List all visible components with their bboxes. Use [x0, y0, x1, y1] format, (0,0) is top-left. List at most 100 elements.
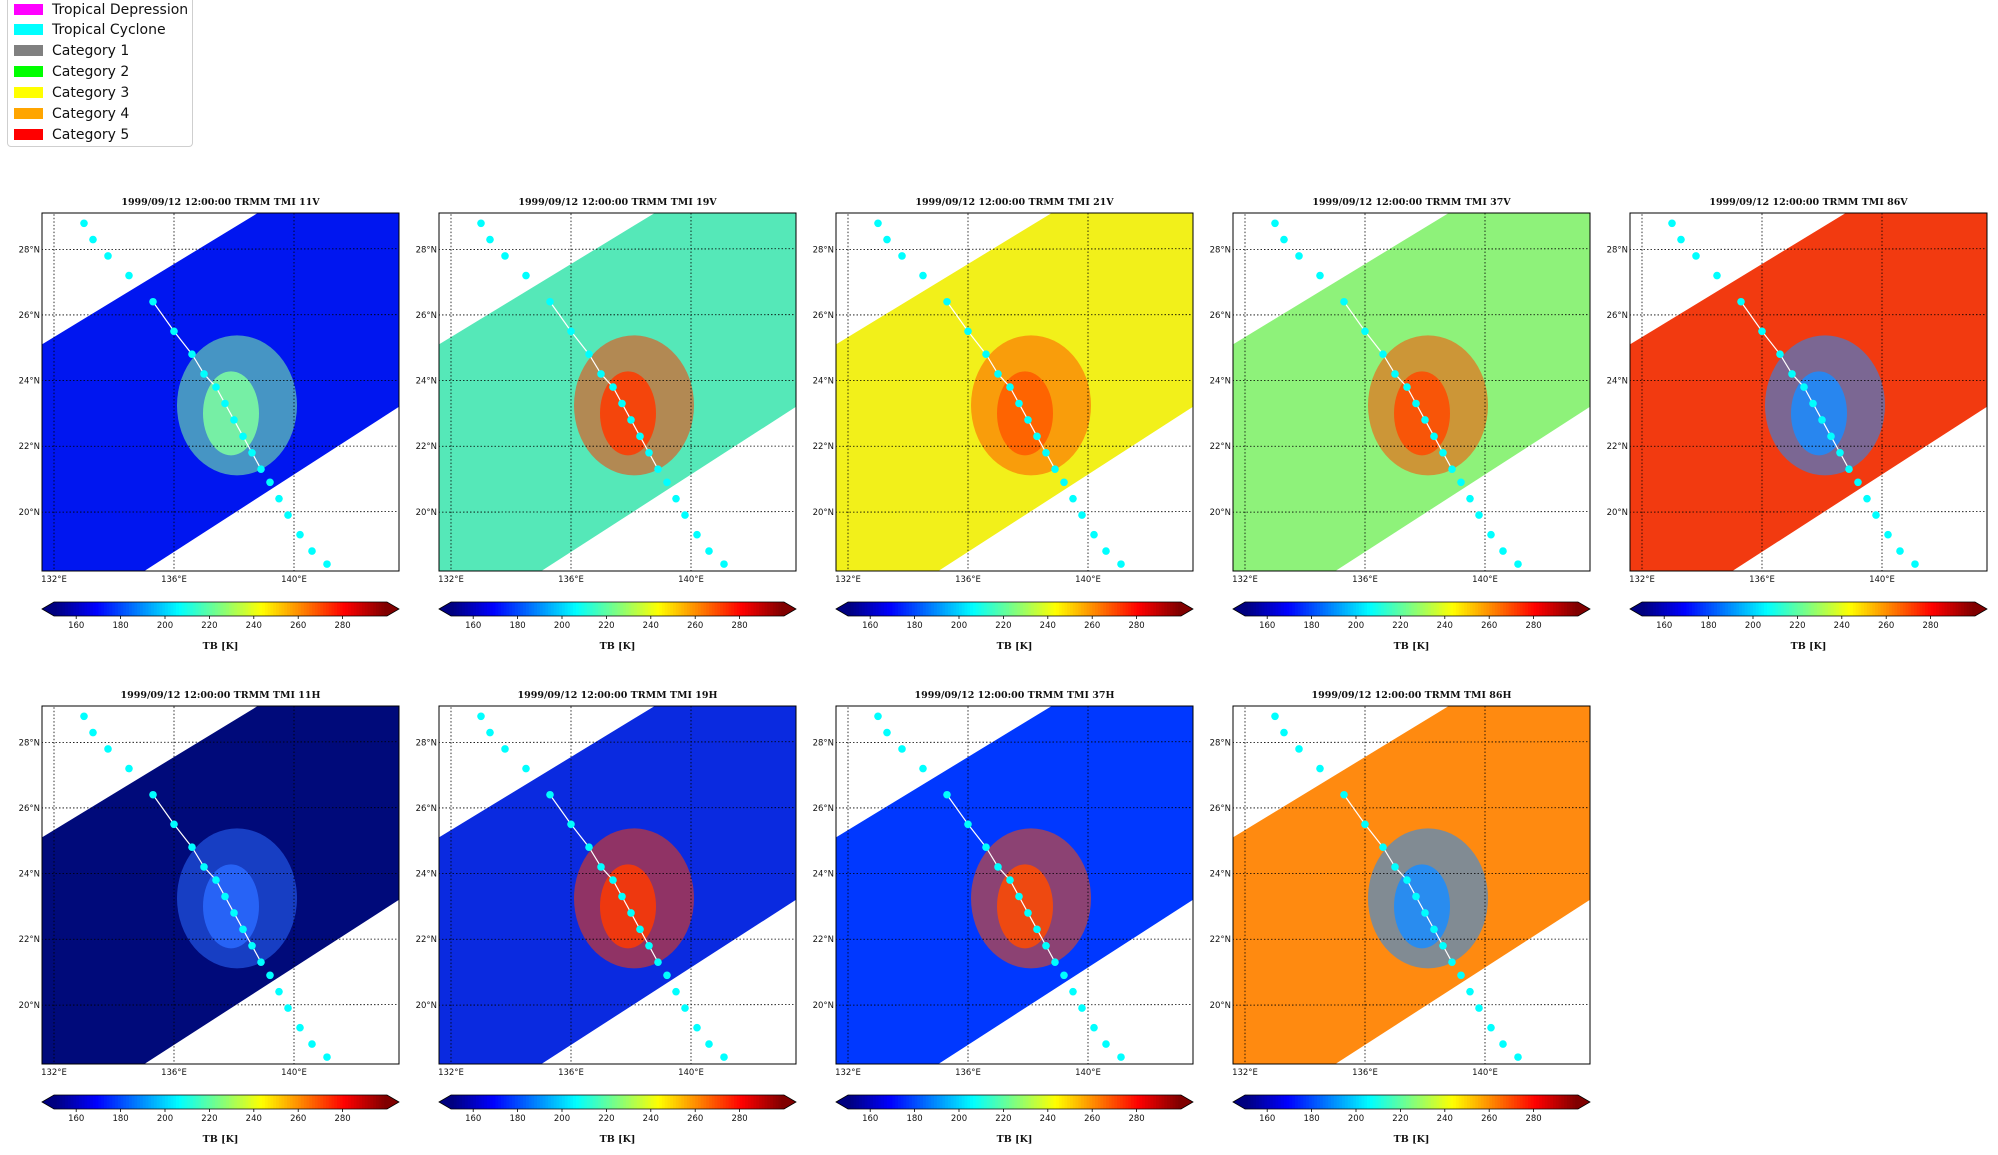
colorbar-segment	[1128, 1095, 1132, 1109]
track-point	[1361, 820, 1369, 829]
colorbar-segment	[359, 602, 363, 616]
track-point	[200, 370, 208, 378]
colorbar-segment	[623, 1095, 627, 1109]
colorbar-segment	[636, 1095, 641, 1109]
colorbar-segment	[1036, 602, 1041, 616]
lat-tick-label: 20°N	[416, 1001, 437, 1011]
chart-title: 1999/09/12 12:00:00 TRMM TMI 86V	[1709, 197, 1908, 208]
lon-tick-label: 136°E	[1352, 1068, 1378, 1078]
colorbar-segment	[1511, 602, 1515, 616]
track-point	[1457, 478, 1465, 487]
colorbar-segment	[198, 602, 202, 616]
colorbar-segment	[700, 602, 705, 616]
track-point	[672, 494, 680, 503]
colorbar-segment	[112, 602, 116, 616]
colorbar-segment	[1497, 1095, 1501, 1109]
colorbar-segment	[1042, 1095, 1046, 1109]
colorbar-segment	[103, 1095, 108, 1109]
colorbar-segment	[1278, 602, 1282, 616]
colorbar-segment	[1081, 1095, 1085, 1109]
colorbar-segment	[656, 602, 660, 616]
colorbar-segment	[539, 602, 544, 616]
colorbar-segment	[187, 602, 191, 616]
colorbar-segment	[242, 602, 247, 616]
colorbar-segment	[1064, 1095, 1068, 1109]
colorbar-segment	[1369, 1095, 1374, 1109]
colorbar-segment	[945, 1095, 949, 1109]
map-plot-area	[42, 706, 399, 1064]
colorbar-segment	[678, 1095, 682, 1109]
colorbar-segment	[1650, 602, 1654, 616]
colorbar-segment	[750, 602, 755, 616]
colorbar-segment	[1317, 1095, 1321, 1109]
colorbar-segment	[595, 1095, 599, 1109]
colorbar-segment	[967, 602, 971, 616]
lat-tick-label: 22°N	[1210, 935, 1231, 945]
map-plot-area	[1233, 706, 1590, 1064]
track-point	[296, 530, 304, 539]
colorbar-segment	[631, 1095, 635, 1109]
colorbar-segment	[914, 602, 918, 616]
colorbar-segment	[1575, 602, 1579, 616]
colorbar-segment	[142, 1095, 147, 1109]
colorbar-max-extend	[784, 1095, 796, 1109]
track-point	[221, 399, 229, 408]
colorbar-segment	[226, 1095, 230, 1109]
colorbar-segment	[1852, 602, 1857, 616]
track-point	[1024, 416, 1032, 424]
colorbar-segment	[375, 602, 380, 616]
colorbar-segment	[262, 1095, 266, 1109]
colorbar-tick-label: 200	[1348, 621, 1364, 631]
colorbar-segment	[1319, 602, 1324, 616]
colorbar-segment	[1550, 602, 1554, 616]
colorbar-segment	[1333, 1095, 1338, 1109]
colorbar-segment	[778, 602, 782, 616]
colorbar-segment	[1525, 1095, 1529, 1109]
colorbar-segment	[1050, 602, 1054, 616]
colorbar-segment	[939, 602, 943, 616]
colorbar-max-extend	[1181, 1095, 1193, 1109]
colorbar-segment	[645, 1095, 649, 1109]
colorbar-segment	[470, 602, 474, 616]
colorbar-segment	[661, 602, 666, 616]
colorbar-segment	[1356, 1095, 1360, 1109]
colorbar-segment	[473, 1095, 477, 1109]
colorbar-segment	[1147, 602, 1152, 616]
colorbar-segment	[209, 1095, 213, 1109]
colorbar-segment	[201, 1095, 205, 1109]
colorbar-segment	[684, 1095, 688, 1109]
colorbar-segment	[947, 1095, 952, 1109]
track-point	[477, 219, 485, 228]
colorbar-tick-label: 220	[1392, 1114, 1408, 1124]
colorbar-segment	[1850, 602, 1854, 616]
colorbar-segment	[1467, 1095, 1471, 1109]
track-point	[883, 235, 891, 244]
colorbar-segment	[1317, 602, 1321, 616]
colorbar-segment	[1014, 1095, 1018, 1109]
colorbar-segment	[861, 1095, 866, 1109]
colorbar-segment	[550, 602, 555, 616]
colorbar-tick-label: 240	[246, 1114, 262, 1124]
colorbar-segment	[176, 1095, 180, 1109]
lat-tick-label: 26°N	[1607, 311, 1628, 321]
map-plot-area	[836, 213, 1193, 571]
track-point	[874, 712, 882, 721]
colorbar-segment	[1250, 602, 1254, 616]
colorbar-segment	[242, 1095, 247, 1109]
colorbar-segment	[1411, 1095, 1415, 1109]
track-point	[1033, 925, 1041, 934]
lat-tick-label: 20°N	[813, 1001, 834, 1011]
colorbar-segment	[992, 1095, 996, 1109]
track-point	[654, 465, 662, 473]
colorbar-segment	[1489, 602, 1493, 616]
colorbar-segment	[1333, 602, 1338, 616]
track-point	[1863, 494, 1871, 503]
chart-panel-86h: 1999/09/12 12:00:00 TRMM TMI 86H 28°N 26°N…	[1191, 690, 1591, 1145]
colorbar-segment	[1655, 602, 1660, 616]
colorbar-segment	[1447, 602, 1451, 616]
colorbar-segment	[1528, 1095, 1532, 1109]
colorbar-segment	[167, 1095, 172, 1109]
colorbar-segment	[1153, 602, 1157, 616]
colorbar-segment	[959, 602, 963, 616]
colorbar-segment	[217, 1095, 222, 1109]
